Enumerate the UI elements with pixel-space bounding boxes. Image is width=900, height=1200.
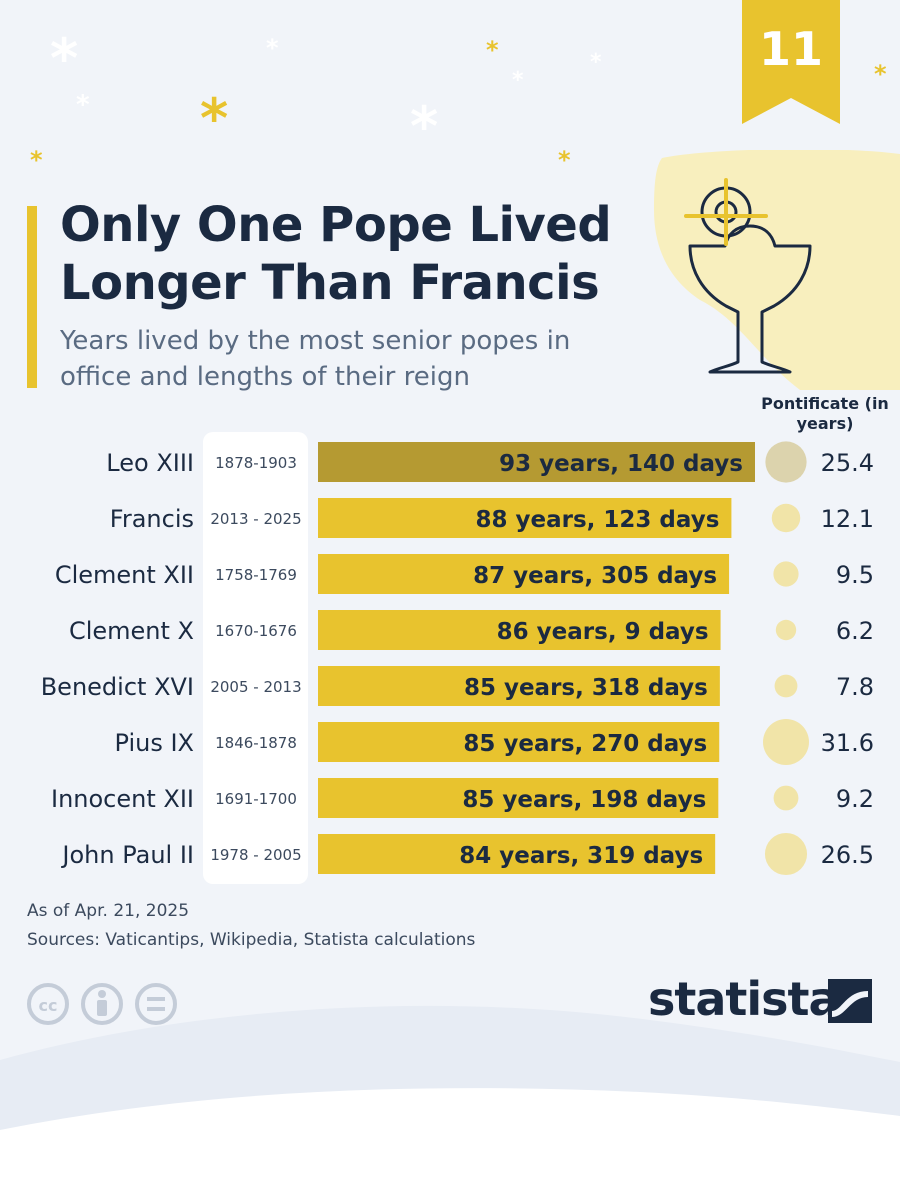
asterisk-icon: * [558,146,571,174]
pontificate-value-label: 6.2 [836,617,874,645]
age-bar [318,554,730,594]
asterisk-icon: * [486,36,499,64]
pontificate-bubble [773,561,799,587]
pontificate-bubble [763,719,809,765]
cc-glyph: cc [39,996,58,1015]
pope-name-label: John Paul II [60,841,194,869]
age-bar [318,722,720,762]
age-value-label: 85 years, 318 days [464,675,708,701]
age-value-label: 85 years, 270 days [463,731,707,757]
asterisk-icon: * [512,68,524,93]
sources-note: Sources: Vaticantips, Wikipedia, Statist… [27,930,476,950]
age-bar [318,834,716,874]
license-icons: cc [27,983,177,1025]
pontificate-value-label: 7.8 [836,673,874,701]
age-value-label: 84 years, 319 days [459,843,703,869]
pontificate-value-label: 12.1 [821,505,874,533]
reign-period-panel [203,432,308,884]
background-wave [0,1005,900,1200]
rank-number: 11 [758,22,823,76]
title-accent-bar [27,206,37,388]
pontificate-value-label: 9.5 [836,561,874,589]
rank-badge [742,0,840,124]
statista-logo-icon [828,979,872,1023]
age-value-label: 87 years, 305 days [473,563,717,589]
no-derivatives-icon [135,983,177,1025]
pontificate-bubble [764,832,808,876]
pope-name-label: Pius IX [115,729,194,757]
age-value-label: 88 years, 123 days [476,507,720,533]
pope-name-label: Leo XIII [106,449,194,477]
pontificate-bubble [775,619,797,641]
asterisk-icon: * [76,90,90,120]
pontificate-value-label: 25.4 [821,449,874,477]
age-value-label: 86 years, 9 days [497,619,709,645]
reign-period-label: 1691-1700 [215,790,297,808]
asterisk-icon: * [590,50,602,75]
asterisk-icon: * [30,146,43,174]
statista-logo-text: statista [648,972,840,1026]
pontificate-bubble [771,503,801,533]
age-bar [318,778,719,818]
reign-period-label: 2013 - 2025 [210,510,301,528]
pontificate-column-header: Pontificate (in years) [761,394,889,433]
chalice-icon [654,150,900,390]
age-bar [318,498,732,538]
pontificate-bubble [774,674,798,698]
reign-period-label: 1670-1676 [215,622,297,640]
asterisk-icon: * [50,27,79,90]
asterisk-icon: * [410,95,439,158]
cc-icon [27,983,69,1025]
pope-name-label: Clement X [69,617,194,645]
age-bar [318,610,721,650]
pope-name-label: Innocent XII [51,785,194,813]
pontificate-value-label: 26.5 [821,841,874,869]
reign-period-label: 1878-1903 [215,454,297,472]
as-of-note: As of Apr. 21, 2025 [27,901,190,921]
asterisk-icon: * [200,87,229,150]
age-value-label: 93 years, 140 days [499,451,743,477]
pope-name-label: Clement XII [55,561,194,589]
pope-name-label: Benedict XVI [41,673,194,701]
attribution-icon [81,983,123,1025]
asterisk-icon: * [266,34,279,62]
reign-period-label: 1846-1878 [215,734,297,752]
age-bar [318,666,720,706]
pontificate-bubble [765,441,807,483]
bar-chart: Leo XIII 1878-1903 93 years, 140 days 25.4 F… [41,432,874,884]
age-value-label: 85 years, 198 days [462,787,706,813]
reign-period-label: 1758-1769 [215,566,297,584]
pontificate-bubble [773,785,799,811]
chart-title: Only One Pope Lived Longer Than Francis [60,197,612,311]
reign-period-label: 2005 - 2013 [210,678,301,696]
pope-name-label: Francis [110,505,194,533]
age-bar [318,442,755,482]
pontificate-value-label: 31.6 [821,729,874,757]
chart-subtitle: Years lived by the most senior popes in … [60,326,571,392]
pontificate-value-label: 9.2 [836,785,874,813]
asterisk-icon: * [874,60,887,88]
reign-period-label: 1978 - 2005 [210,846,301,864]
